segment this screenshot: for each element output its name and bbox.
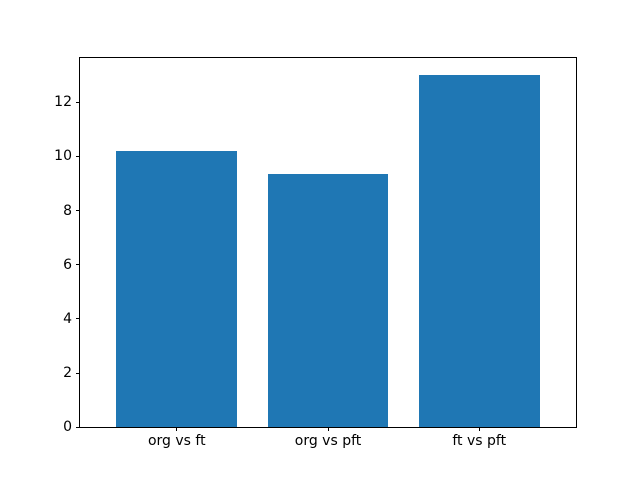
- y-tick-label: 10: [54, 148, 72, 165]
- y-tick-label: 12: [54, 94, 72, 111]
- bar-org-vs-ft: [116, 151, 238, 428]
- y-tick-mark: [76, 372, 80, 374]
- y-tick-mark: [76, 318, 80, 320]
- y-tick-mark: [76, 155, 80, 157]
- y-tick-label: 8: [63, 202, 72, 219]
- x-tick-label: org vs ft: [147, 433, 206, 450]
- y-tick-label: 0: [63, 419, 72, 436]
- x-tick-mark: [478, 427, 480, 432]
- x-tick-mark: [327, 427, 329, 432]
- y-tick-mark: [76, 264, 80, 266]
- x-tick-label: ft vs pft: [452, 433, 507, 450]
- y-tick-mark: [76, 210, 80, 212]
- y-tick-mark: [76, 101, 80, 103]
- bar-org-vs-pft: [267, 174, 389, 428]
- y-tick-label: 6: [63, 256, 72, 273]
- plot-area: [79, 57, 577, 428]
- y-tick-label: 4: [63, 310, 72, 327]
- y-tick-label: 2: [63, 365, 72, 382]
- x-tick-mark: [176, 427, 178, 432]
- x-tick-label: org vs pft: [294, 433, 362, 450]
- y-tick-mark: [76, 426, 80, 428]
- bar-ft-vs-pft: [418, 75, 540, 428]
